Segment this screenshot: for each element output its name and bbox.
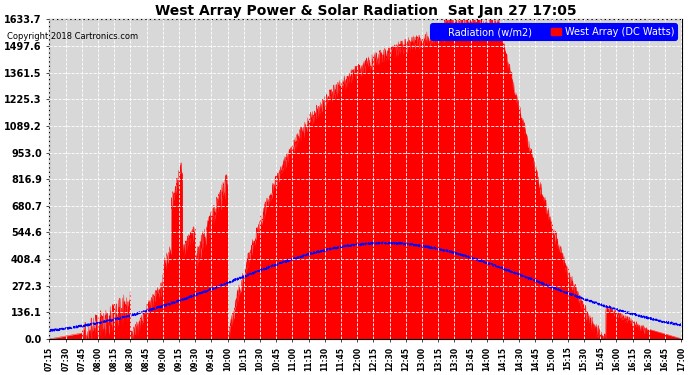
Title: West Array Power & Solar Radiation  Sat Jan 27 17:05: West Array Power & Solar Radiation Sat J… xyxy=(155,4,577,18)
Text: Copyright 2018 Cartronics.com: Copyright 2018 Cartronics.com xyxy=(7,32,138,41)
Legend: Radiation (w/m2), West Array (DC Watts): Radiation (w/m2), West Array (DC Watts) xyxy=(431,24,678,40)
